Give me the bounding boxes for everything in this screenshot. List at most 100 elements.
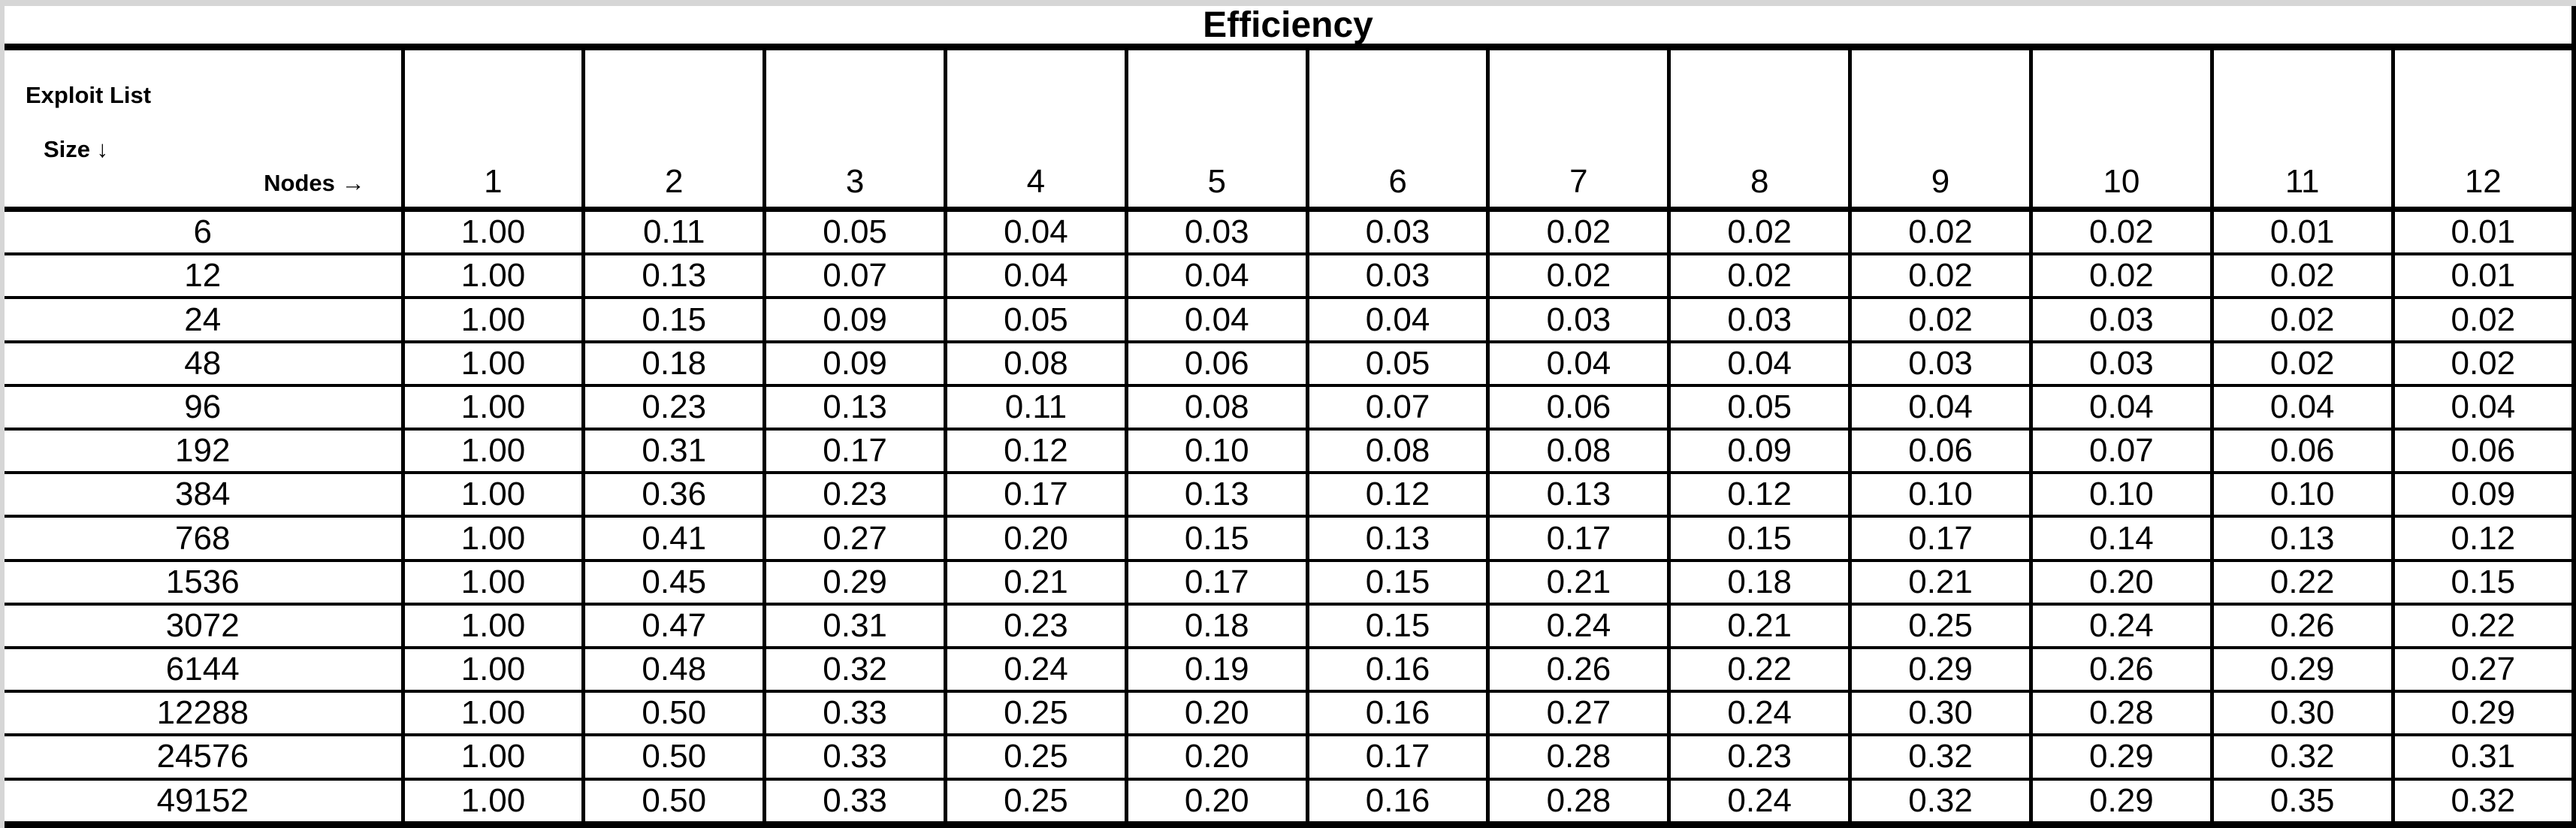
table-cell: 0.04 [2390, 383, 2576, 431]
table-row-48: 48 1.00 0.18 0.09 0.08 0.06 0.05 0.04 0.04 0.03 0.… [5, 340, 2576, 387]
table-cell: 0.05 [943, 296, 1128, 343]
corner-header-cell: Exploit List Size ↓ Nodes → [5, 45, 405, 212]
table-cell: 0.48 [581, 645, 767, 694]
row-header-12: 12 [5, 252, 405, 300]
table-cell: 0.32 [1848, 733, 2033, 781]
table-cell: 0.29 [2028, 777, 2214, 826]
table-cell: 0.21 [1848, 558, 2033, 606]
table-cell: 0.02 [2209, 296, 2395, 343]
table-cell: 0.07 [2028, 428, 2214, 475]
table-cell: 0.33 [763, 733, 947, 781]
table-cell: 0.08 [943, 340, 1128, 387]
table-cell: 0.07 [1305, 383, 1490, 431]
table-title-row: Efficiency [5, 5, 2576, 45]
table-cell: 1.00 [400, 296, 586, 343]
table-cell: 0.28 [1486, 777, 1672, 826]
table-cell: 0.16 [1305, 645, 1490, 694]
table-cell: 0.32 [763, 645, 947, 694]
table-cell: 0.50 [581, 690, 767, 737]
table-cell: 0.02 [1667, 207, 1853, 256]
column-header-1: 1 [400, 45, 586, 212]
table-cell: 0.04 [943, 252, 1128, 300]
table-cell: 0.16 [1305, 690, 1490, 737]
row-header-192: 192 [5, 428, 405, 475]
table-cell: 0.41 [581, 515, 767, 562]
table-cell: 0.05 [1667, 383, 1853, 431]
column-header-3: 3 [763, 45, 947, 212]
table-cell: 0.13 [1486, 471, 1672, 518]
table-cell: 0.31 [581, 428, 767, 475]
table-cell: 1.00 [400, 207, 586, 256]
table-cell: 0.02 [2390, 340, 2576, 387]
table-cell: 0.03 [1486, 296, 1672, 343]
table-cell: 0.13 [763, 383, 947, 431]
table-cell: 0.27 [2390, 645, 2576, 694]
table-cell: 0.03 [1124, 207, 1309, 256]
table-cell: 0.13 [581, 252, 767, 300]
row-header-24: 24 [5, 296, 405, 343]
table-cell: 1.00 [400, 515, 586, 562]
table-cell: 0.31 [2390, 733, 2576, 781]
table-cell: 0.24 [943, 645, 1128, 694]
table-cell: 0.19 [1124, 645, 1309, 694]
table-cell: 0.06 [2209, 428, 2395, 475]
table-cell: 0.06 [1486, 383, 1672, 431]
table-cell: 1.00 [400, 340, 586, 387]
table-cell: 0.35 [2209, 777, 2395, 826]
table-cell: 0.28 [1486, 733, 1672, 781]
table-cell: 0.25 [943, 690, 1128, 737]
table-cell: 0.13 [2209, 515, 2395, 562]
table-cell: 0.12 [943, 428, 1128, 475]
table-cell: 0.04 [1124, 296, 1309, 343]
table-cell: 0.26 [2209, 602, 2395, 649]
table-row-24576: 24576 1.00 0.50 0.33 0.25 0.20 0.17 0.28 0.23 0.3… [5, 733, 2576, 781]
row-header-6144: 6144 [5, 645, 405, 694]
table-cell: 1.00 [400, 252, 586, 300]
table-cell: 0.24 [2028, 602, 2214, 649]
table-row-6: 6 1.00 0.11 0.05 0.04 0.03 0.03 0.02 0.02 0.02 0.0… [5, 207, 2576, 256]
table-cell: 0.50 [581, 777, 767, 826]
table-cell: 0.09 [1667, 428, 1853, 475]
table-cell: 0.13 [1124, 471, 1309, 518]
table-cell: 0.25 [1848, 602, 2033, 649]
table-cell: 0.15 [1667, 515, 1853, 562]
table-cell: 0.21 [943, 558, 1128, 606]
table-cell: 0.08 [1486, 428, 1672, 475]
table-cell: 0.17 [1848, 515, 2033, 562]
table-row-96: 96 1.00 0.23 0.13 0.11 0.08 0.07 0.06 0.05 0.04 0.… [5, 383, 2576, 431]
table-cell: 0.02 [1667, 252, 1853, 300]
table-cell: 0.10 [1124, 428, 1309, 475]
table-cell: 0.10 [1848, 471, 2033, 518]
table-cell: 0.28 [2028, 690, 2214, 737]
table-cell: 0.18 [581, 340, 767, 387]
table-cell: 0.02 [2390, 296, 2576, 343]
table-body: 6 1.00 0.11 0.05 0.04 0.03 0.03 0.02 0.02 0.02 0.0… [5, 207, 2576, 826]
table-cell: 0.24 [1486, 602, 1672, 649]
table-cell: 0.33 [763, 690, 947, 737]
row-header-1536: 1536 [5, 558, 405, 606]
table-cell: 1.00 [400, 690, 586, 737]
table-cell: 0.18 [1667, 558, 1853, 606]
table-cell: 1.00 [400, 645, 586, 694]
table-row-768: 768 1.00 0.41 0.27 0.20 0.15 0.13 0.17 0.15 0.17 0… [5, 515, 2576, 562]
table-cell: 0.03 [1848, 340, 2033, 387]
table-cell: 0.10 [2028, 471, 2214, 518]
table-cell: 0.01 [2209, 207, 2395, 256]
table-cell: 0.02 [1486, 252, 1672, 300]
column-header-9: 9 [1848, 45, 2033, 212]
table-cell: 0.32 [1848, 777, 2033, 826]
table-cell: 0.45 [581, 558, 767, 606]
col-axis-label: Nodes → [264, 170, 365, 196]
table-cell: 0.05 [1305, 340, 1490, 387]
table-cell: 0.12 [1667, 471, 1853, 518]
table-cell: 0.12 [2390, 515, 2576, 562]
row-header-6: 6 [5, 207, 405, 256]
table-cell: 0.11 [581, 207, 767, 256]
table-cell: 0.18 [1124, 602, 1309, 649]
column-header-7: 7 [1486, 45, 1672, 212]
table-cell: 0.10 [2209, 471, 2395, 518]
table-cell: 0.02 [1848, 296, 2033, 343]
table-cell: 0.25 [943, 777, 1128, 826]
table-cell: 0.04 [1486, 340, 1672, 387]
table-cell: 0.02 [1848, 207, 2033, 256]
